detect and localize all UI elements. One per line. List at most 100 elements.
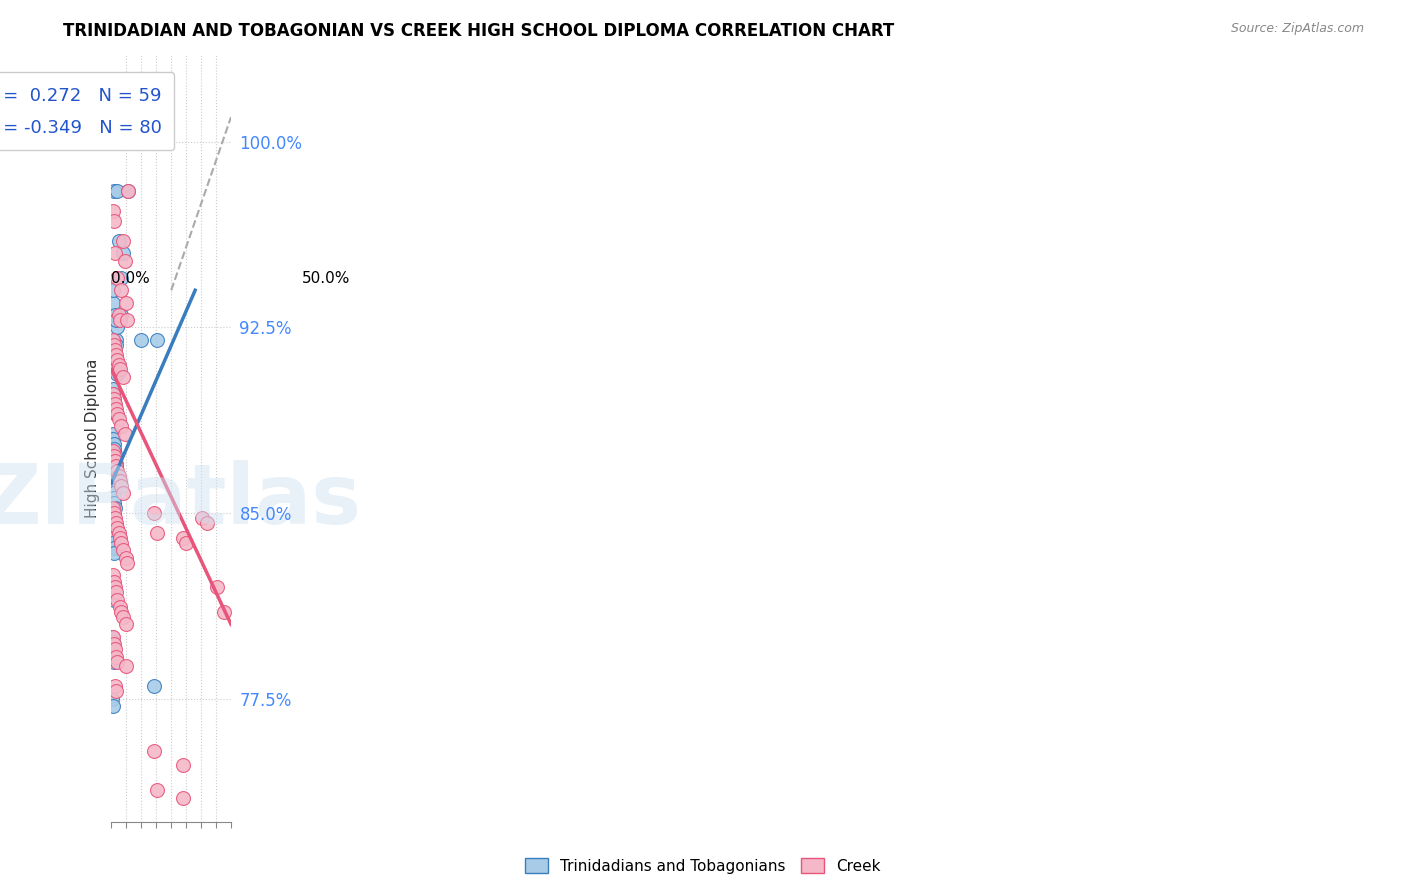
Point [104, 501, 127, 516]
Point [146, 333, 169, 347]
Point [103, 535, 125, 549]
Point [172, 531, 194, 545]
Point [105, 348, 128, 362]
Point [101, 575, 124, 590]
Point [110, 271, 132, 285]
Point [104, 447, 127, 461]
Point [104, 407, 127, 421]
Point [103, 283, 125, 297]
Point [103, 585, 125, 599]
Point [103, 637, 125, 651]
Point [105, 458, 128, 473]
Point [104, 343, 127, 357]
Point [105, 407, 128, 421]
Point [105, 516, 128, 530]
Point [131, 333, 153, 347]
Point [105, 464, 128, 478]
Point [191, 511, 214, 525]
Point [101, 382, 124, 396]
Text: ZIPatlas: ZIPatlas [0, 459, 361, 541]
Point [112, 543, 135, 558]
Point [103, 352, 125, 367]
Point [104, 580, 127, 594]
Point [101, 204, 124, 219]
Point [112, 610, 135, 624]
Point [114, 659, 136, 673]
Point [101, 691, 124, 706]
Point [101, 699, 124, 714]
Point [195, 516, 218, 530]
Point [103, 345, 125, 359]
Point [110, 605, 132, 619]
Point [101, 630, 124, 644]
Point [103, 546, 125, 560]
Point [101, 501, 124, 516]
Point [103, 397, 125, 411]
Point [104, 454, 127, 468]
Text: Source: ZipAtlas.com: Source: ZipAtlas.com [1230, 22, 1364, 36]
Point [146, 783, 169, 797]
Point [110, 308, 132, 322]
Point [103, 575, 125, 590]
Point [103, 592, 125, 607]
Point [105, 320, 128, 334]
Point [103, 184, 125, 198]
Point [117, 184, 139, 198]
Point [101, 567, 124, 582]
Point [104, 308, 127, 322]
Point [101, 295, 124, 310]
Point [103, 392, 125, 406]
Point [105, 461, 128, 475]
Point [108, 313, 131, 327]
Point [105, 402, 128, 417]
Point [105, 352, 128, 367]
Point [112, 234, 135, 248]
Point [105, 337, 128, 351]
Point [104, 642, 127, 657]
Point [101, 387, 124, 401]
Point [107, 469, 129, 483]
Point [103, 337, 125, 351]
Point [114, 617, 136, 632]
Point [205, 580, 228, 594]
Point [101, 426, 124, 441]
Point [115, 313, 138, 327]
Point [172, 758, 194, 772]
Point [103, 649, 125, 664]
Point [105, 521, 128, 535]
Point [114, 426, 136, 441]
Legend: Trinidadians and Tobagonians, Creek: Trinidadians and Tobagonians, Creek [519, 852, 887, 880]
Point [101, 634, 124, 648]
Point [101, 333, 124, 347]
Point [101, 531, 124, 545]
Point [104, 313, 127, 327]
Point [103, 392, 125, 406]
Point [104, 397, 127, 411]
Point [101, 580, 124, 594]
Point [107, 234, 129, 248]
Point [114, 550, 136, 565]
Point [105, 649, 128, 664]
Point [110, 535, 132, 549]
Point [107, 525, 129, 540]
Point [105, 368, 128, 382]
Point [108, 531, 131, 545]
Text: 50.0%: 50.0% [302, 271, 350, 285]
Point [103, 541, 125, 555]
Point [110, 479, 132, 493]
Point [114, 295, 136, 310]
Point [103, 496, 125, 510]
Point [104, 457, 127, 471]
Point [115, 556, 138, 570]
Point [108, 474, 131, 488]
Point [105, 184, 128, 198]
Point [103, 491, 125, 505]
Point [104, 246, 127, 260]
Point [104, 451, 127, 466]
Point [105, 592, 128, 607]
Point [174, 535, 197, 549]
Point [108, 600, 131, 615]
Point [110, 419, 132, 434]
Point [101, 630, 124, 644]
Point [101, 444, 124, 458]
